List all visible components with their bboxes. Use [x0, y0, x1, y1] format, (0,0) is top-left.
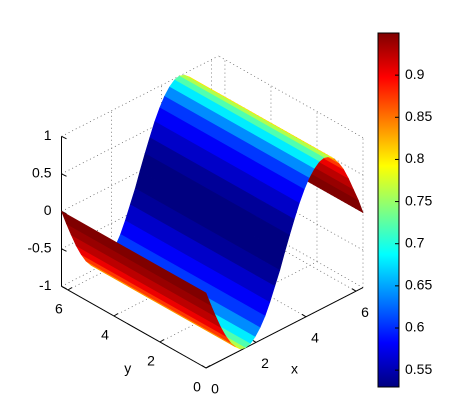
x-tick [201, 365, 207, 369]
z-tick [61, 248, 67, 252]
y-axis-label: y [124, 360, 131, 376]
z-tick [61, 135, 67, 140]
z-tick-label: -0.5 [27, 240, 51, 256]
z-tick-label: 0 [44, 202, 52, 218]
x-tick-label: 4 [311, 330, 319, 346]
grid-line [61, 93, 219, 175]
y-tick-label: 2 [147, 353, 155, 369]
y-tick-label: 4 [101, 327, 109, 343]
grid-line [61, 55, 219, 137]
z-tick [61, 285, 67, 290]
y-tick [113, 313, 119, 317]
y-tick-label: 6 [55, 301, 63, 317]
colorbar-tick-label: 0.65 [405, 277, 432, 293]
colorbar-tick-label: 0.75 [405, 192, 432, 208]
colorbar-tick-label: 0.9 [405, 66, 425, 82]
y-tick-label: 0 [193, 379, 201, 395]
colorbar-tick-label: 0.55 [405, 361, 432, 377]
z-tick-label: 0.5 [32, 165, 52, 181]
z-tick-label: -1 [39, 277, 52, 293]
x-tick-label: 0 [211, 381, 219, 397]
z-tick [61, 173, 67, 177]
y-tick [67, 287, 73, 291]
colorbar-tick-label: 0.85 [405, 108, 432, 124]
colorbar [377, 32, 400, 388]
colorbar-tick-label: 0.8 [405, 150, 425, 166]
x-tick [301, 313, 307, 318]
x-tick [351, 288, 357, 292]
y-tick [159, 339, 165, 343]
colorbar-tick-label: 0.6 [405, 319, 425, 335]
surface-patch [60, 210, 212, 307]
x-axis [205, 287, 364, 369]
colorbar-tick-label: 0.7 [405, 234, 425, 250]
y-tick [205, 365, 211, 369]
y-axis [61, 285, 207, 369]
x-tick-label: 2 [261, 355, 269, 371]
x-tick-label: 6 [361, 304, 369, 320]
x-axis-label: x [291, 361, 298, 377]
z-tick-label: 1 [44, 127, 52, 143]
